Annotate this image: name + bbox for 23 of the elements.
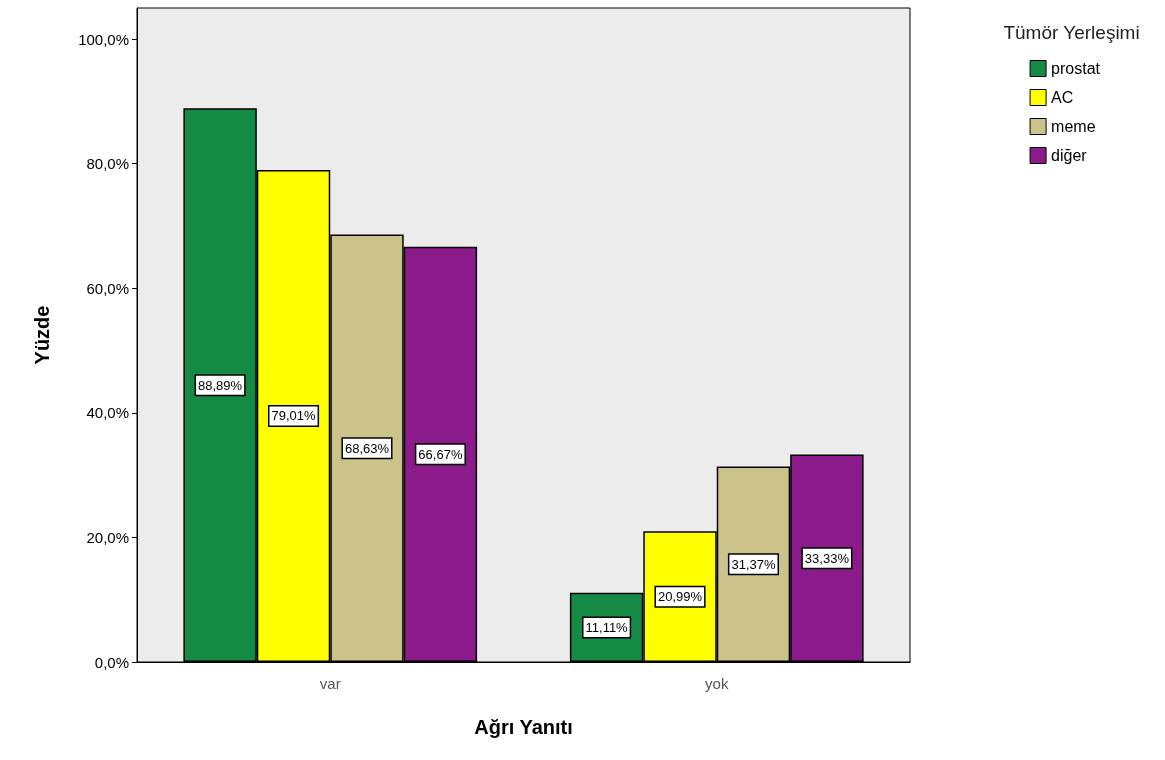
data-label: 33,33% [804, 550, 850, 566]
legend-title: Tümör Yerleşimi [1003, 22, 1140, 43]
data-label: 66,67% [418, 446, 463, 462]
x-tick-label: yok [705, 675, 729, 692]
y-axis-title: Yüzde [31, 305, 53, 365]
y-tick-label: 0,0% [94, 653, 129, 671]
y-tick-label: 40,0% [86, 404, 129, 422]
legend-label: AC [1051, 89, 1074, 106]
legend-label: prostat [1051, 60, 1101, 77]
data-label: 68,63% [344, 440, 390, 456]
legend-label: meme [1051, 118, 1096, 135]
x-axis-title: Ağrı Yanıtı [474, 716, 573, 738]
data-label: 11,11% [585, 619, 629, 635]
x-tick-label: var [319, 675, 341, 692]
y-tick-label: 20,0% [86, 528, 129, 546]
y-tick-label: 80,0% [86, 155, 129, 173]
data-label: 79,01% [271, 408, 317, 424]
legend-label: diğer [1051, 147, 1088, 164]
data-label: 31,37% [731, 556, 776, 572]
y-tick-label: 100,0% [78, 30, 129, 48]
data-label: 88,89% [198, 377, 243, 393]
y-tick-label: 60,0% [86, 279, 129, 297]
data-label: 20,99% [657, 589, 703, 605]
